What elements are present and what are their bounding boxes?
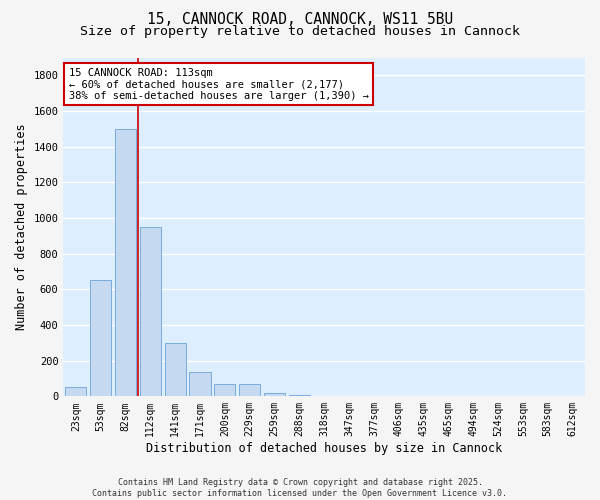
Text: 15, CANNOCK ROAD, CANNOCK, WS11 5BU: 15, CANNOCK ROAD, CANNOCK, WS11 5BU — [147, 12, 453, 28]
Bar — [164, 343, 186, 396]
Bar — [239, 384, 260, 396]
Text: Size of property relative to detached houses in Cannock: Size of property relative to detached ho… — [80, 25, 520, 38]
Bar — [190, 372, 211, 396]
Bar — [264, 393, 285, 396]
X-axis label: Distribution of detached houses by size in Cannock: Distribution of detached houses by size … — [146, 442, 502, 455]
Text: Contains HM Land Registry data © Crown copyright and database right 2025.
Contai: Contains HM Land Registry data © Crown c… — [92, 478, 508, 498]
Y-axis label: Number of detached properties: Number of detached properties — [15, 124, 28, 330]
Bar — [65, 388, 86, 396]
Bar — [140, 227, 161, 396]
Text: 15 CANNOCK ROAD: 113sqm
← 60% of detached houses are smaller (2,177)
38% of semi: 15 CANNOCK ROAD: 113sqm ← 60% of detache… — [68, 68, 368, 101]
Bar — [214, 384, 235, 396]
Bar — [90, 280, 111, 396]
Bar — [115, 129, 136, 396]
